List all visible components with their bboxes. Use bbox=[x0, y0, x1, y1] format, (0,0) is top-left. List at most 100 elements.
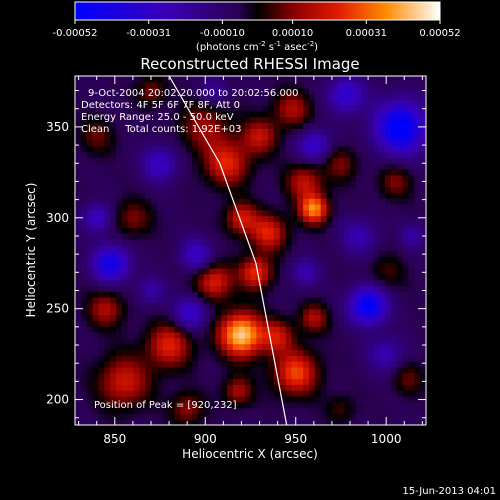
heatmap-cell bbox=[314, 401, 322, 409]
heatmap-cell bbox=[326, 110, 333, 118]
heatmap-cell bbox=[203, 244, 211, 252]
heatmap-cell bbox=[303, 361, 310, 368]
heatmap-cell bbox=[180, 337, 187, 345]
heatmap-cell bbox=[344, 384, 351, 391]
heatmap-cell bbox=[104, 273, 111, 281]
heatmap-cell bbox=[344, 273, 351, 281]
heatmap-cell bbox=[80, 203, 88, 211]
heatmap-cell bbox=[127, 267, 135, 275]
heatmap-cell bbox=[133, 186, 140, 193]
heatmap-cell bbox=[256, 297, 263, 304]
heatmap-cell bbox=[279, 256, 287, 263]
x-tick-label: 900 bbox=[194, 432, 217, 446]
heatmap-cell bbox=[367, 401, 374, 409]
heatmap-cell bbox=[133, 320, 140, 327]
heatmap-cell bbox=[373, 139, 380, 147]
heatmap-cell bbox=[396, 291, 404, 298]
heatmap-cell bbox=[174, 279, 181, 286]
heatmap-cell bbox=[326, 122, 333, 129]
heatmap-cell bbox=[244, 99, 252, 106]
heatmap-cell bbox=[133, 93, 140, 100]
heatmap-cell bbox=[209, 163, 216, 170]
heatmap-cell bbox=[215, 76, 222, 83]
heatmap-cell bbox=[110, 244, 117, 252]
heatmap-cell bbox=[156, 407, 164, 414]
heatmap-cell bbox=[379, 349, 386, 356]
heatmap-cell bbox=[285, 308, 293, 316]
heatmap-cell bbox=[291, 349, 298, 356]
heatmap-cell bbox=[139, 87, 146, 95]
heatmap-cell bbox=[420, 174, 426, 182]
heatmap-cell bbox=[197, 215, 205, 223]
heatmap-cell bbox=[92, 99, 99, 106]
heatmap-cell bbox=[361, 297, 369, 304]
heatmap-cell bbox=[355, 349, 363, 356]
heatmap-cell bbox=[385, 390, 392, 397]
heatmap-cell bbox=[420, 256, 426, 263]
heatmap-cell bbox=[227, 390, 234, 397]
heatmap-cell bbox=[338, 413, 345, 420]
heatmap-cell bbox=[297, 355, 304, 362]
heatmap-cell bbox=[279, 378, 287, 385]
heatmap-cell bbox=[402, 87, 410, 95]
heatmap-cell bbox=[92, 128, 99, 135]
heatmap-cell bbox=[349, 169, 357, 176]
heatmap-cell bbox=[361, 279, 369, 286]
heatmap-cell bbox=[285, 349, 293, 356]
heatmap-cell bbox=[291, 192, 298, 199]
heatmap-cell bbox=[420, 238, 426, 246]
heatmap-cell bbox=[232, 343, 240, 350]
heatmap-cell bbox=[197, 99, 205, 106]
heatmap-cell bbox=[361, 238, 369, 246]
heatmap-cell bbox=[414, 273, 421, 281]
heatmap-cell bbox=[332, 99, 339, 106]
heatmap-cell bbox=[156, 203, 164, 211]
heatmap-cell bbox=[268, 349, 275, 356]
heatmap-cell bbox=[197, 198, 205, 205]
heatmap-cell bbox=[110, 372, 117, 380]
heatmap-cell bbox=[139, 378, 146, 385]
heatmap-cell bbox=[262, 198, 269, 205]
heatmap-cell bbox=[297, 384, 304, 391]
heatmap-cell bbox=[121, 157, 129, 164]
heatmap-cell bbox=[115, 297, 123, 304]
heatmap-cell bbox=[361, 250, 369, 257]
heatmap-cell bbox=[250, 326, 257, 333]
heatmap-cell bbox=[110, 331, 117, 339]
heatmap-cell bbox=[262, 128, 269, 135]
heatmap-cell bbox=[197, 192, 205, 199]
heatmap-cell bbox=[320, 256, 328, 263]
heatmap-cell bbox=[221, 407, 228, 414]
heatmap-cell bbox=[180, 279, 187, 286]
heatmap-cell bbox=[291, 198, 298, 205]
heatmap-cell bbox=[373, 401, 380, 409]
heatmap-cell bbox=[285, 215, 293, 223]
heatmap-cell bbox=[367, 163, 374, 170]
heatmap-cell bbox=[279, 291, 287, 298]
heatmap-cell bbox=[344, 297, 351, 304]
heatmap-cell bbox=[385, 291, 392, 298]
heatmap-cell bbox=[303, 174, 310, 182]
heatmap-cell bbox=[215, 163, 222, 170]
heatmap-cell bbox=[402, 256, 410, 263]
heatmap-cell bbox=[232, 267, 240, 275]
heatmap-cell bbox=[303, 93, 310, 100]
heatmap-cell bbox=[373, 134, 380, 141]
heatmap-cell bbox=[385, 192, 392, 199]
heatmap-cell bbox=[215, 151, 222, 159]
heatmap-cell bbox=[279, 361, 287, 368]
heatmap-cell bbox=[414, 233, 421, 240]
heatmap-cell bbox=[349, 349, 357, 356]
heatmap-cell bbox=[98, 110, 105, 118]
heatmap-cell bbox=[156, 291, 164, 298]
heatmap-cell bbox=[92, 76, 99, 83]
heatmap-cell bbox=[203, 145, 211, 153]
heatmap-cell bbox=[297, 372, 304, 380]
heatmap-cell bbox=[414, 203, 421, 211]
heatmap-cell bbox=[232, 93, 240, 100]
heatmap-cell bbox=[314, 361, 322, 368]
heatmap-cell bbox=[151, 128, 158, 135]
heatmap-cell bbox=[180, 320, 187, 327]
heatmap-cell bbox=[92, 93, 99, 100]
heatmap-cell bbox=[145, 273, 152, 281]
